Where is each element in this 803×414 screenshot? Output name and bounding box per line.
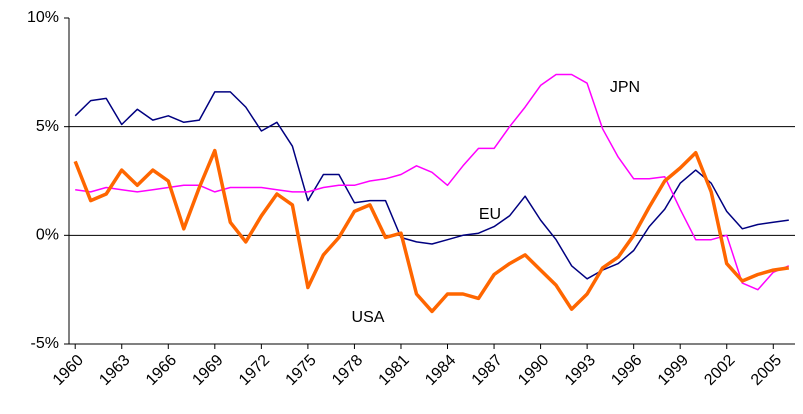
x-tick-label: 1960 xyxy=(50,352,87,389)
x-tick-label: 2002 xyxy=(701,352,738,389)
series-line xyxy=(73,148,790,314)
x-tick-label: 1999 xyxy=(655,352,692,389)
series-label: EU xyxy=(479,206,501,223)
x-tick-label: 2005 xyxy=(748,352,785,389)
y-tick-label: 10% xyxy=(27,9,59,26)
series-label: JPN xyxy=(610,79,640,96)
x-tick-label: 1978 xyxy=(329,352,366,389)
series-line xyxy=(75,73,790,291)
x-tick-label: 1990 xyxy=(515,352,552,389)
x-tick-label: 1984 xyxy=(422,352,459,389)
x-tick-label: 1966 xyxy=(143,352,180,389)
x-tick-label: 1963 xyxy=(96,352,133,389)
x-tick-label: 1981 xyxy=(376,352,413,389)
x-tick-label: 1975 xyxy=(283,352,320,389)
x-tick-label: 1996 xyxy=(608,352,645,389)
y-tick-label: 0% xyxy=(36,227,59,244)
x-tick-label: 1972 xyxy=(236,352,273,389)
x-tick-label: 1969 xyxy=(189,352,226,389)
x-tick-label: 1987 xyxy=(469,352,506,389)
series-line xyxy=(74,91,789,280)
y-tick-label: -5% xyxy=(31,335,59,352)
series-label: USA xyxy=(352,309,385,326)
y-tick-label: 5% xyxy=(36,118,59,135)
x-tick-label: 1993 xyxy=(562,352,599,389)
